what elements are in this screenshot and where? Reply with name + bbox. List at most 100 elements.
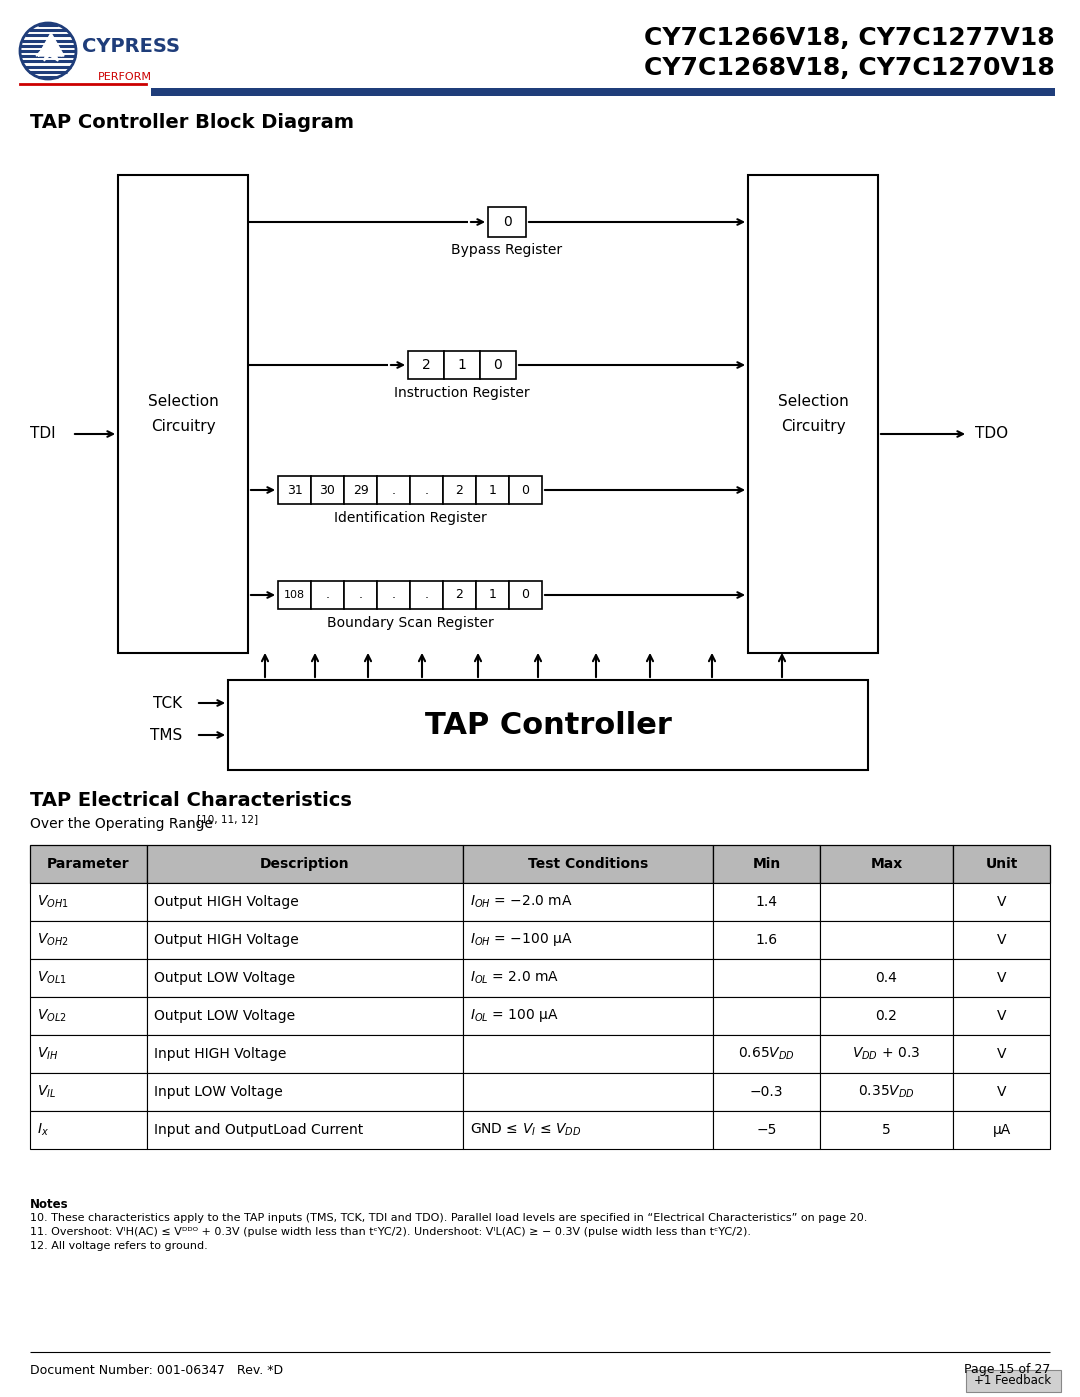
Bar — [147, 997, 463, 1035]
Bar — [463, 997, 713, 1035]
Bar — [820, 1073, 953, 1111]
Text: Identification Register: Identification Register — [334, 511, 486, 525]
Text: CY7C1266V18, CY7C1277V18: CY7C1266V18, CY7C1277V18 — [645, 27, 1055, 50]
Text: −0.3: −0.3 — [750, 1085, 783, 1099]
Bar — [820, 883, 953, 921]
Text: 29: 29 — [353, 483, 368, 496]
Text: Selection: Selection — [148, 394, 218, 409]
Bar — [953, 1035, 1050, 1073]
Text: V: V — [997, 933, 1007, 947]
Bar — [311, 581, 345, 609]
Bar — [509, 476, 542, 504]
Bar — [147, 921, 463, 958]
Text: 10. These characteristics apply to the TAP inputs (TMS, TCK, TDI and TDO). Paral: 10. These characteristics apply to the T… — [30, 1213, 867, 1222]
Text: TAP Controller Block Diagram: TAP Controller Block Diagram — [30, 113, 354, 131]
Text: Input LOW Voltage: Input LOW Voltage — [154, 1085, 283, 1099]
Text: Parameter: Parameter — [48, 856, 130, 870]
Text: 0: 0 — [502, 215, 511, 229]
Bar — [345, 581, 377, 609]
Bar — [713, 1035, 820, 1073]
Bar — [713, 958, 820, 997]
Text: Description: Description — [260, 856, 350, 870]
Text: 5: 5 — [882, 1123, 891, 1137]
Bar — [463, 883, 713, 921]
Text: $I_{OH}$ = −2.0 mA: $I_{OH}$ = −2.0 mA — [470, 894, 572, 911]
Bar — [953, 1111, 1050, 1148]
Text: 0.4: 0.4 — [876, 971, 897, 985]
Bar — [147, 958, 463, 997]
Text: Selection: Selection — [778, 394, 849, 409]
Bar — [820, 1111, 953, 1148]
Bar — [147, 845, 463, 883]
Text: +1 Feedback: +1 Feedback — [974, 1375, 1052, 1387]
Text: $V_{OH1}$: $V_{OH1}$ — [37, 894, 69, 911]
Bar — [377, 476, 410, 504]
Text: [10, 11, 12]: [10, 11, 12] — [197, 814, 258, 824]
Text: TDO: TDO — [975, 426, 1008, 441]
Bar — [476, 581, 509, 609]
Text: 108: 108 — [284, 590, 305, 599]
Text: PERFORM: PERFORM — [98, 73, 152, 82]
Text: $V_{OL2}$: $V_{OL2}$ — [37, 1007, 67, 1024]
Text: TCK: TCK — [153, 696, 183, 711]
Text: Circuitry: Circuitry — [151, 419, 215, 433]
Text: Instruction Register: Instruction Register — [394, 386, 530, 400]
Text: Max: Max — [870, 856, 903, 870]
Bar — [748, 175, 878, 652]
Bar — [311, 476, 345, 504]
Text: 0.65$V_{DD}$: 0.65$V_{DD}$ — [738, 1046, 795, 1062]
Bar — [463, 1035, 713, 1073]
Text: $V_{OL1}$: $V_{OL1}$ — [37, 970, 67, 986]
Bar — [443, 581, 476, 609]
Bar — [443, 476, 476, 504]
Text: Unit: Unit — [985, 856, 1017, 870]
Text: Bypass Register: Bypass Register — [451, 243, 563, 257]
Text: 30: 30 — [320, 483, 336, 496]
Text: $V_{OH2}$: $V_{OH2}$ — [37, 932, 69, 949]
Bar — [151, 88, 1055, 96]
Text: Min: Min — [753, 856, 781, 870]
Text: Page 15 of 27: Page 15 of 27 — [963, 1363, 1050, 1376]
Text: V: V — [997, 1046, 1007, 1060]
Text: 0: 0 — [522, 483, 529, 496]
Bar — [953, 921, 1050, 958]
Bar — [30, 1035, 147, 1073]
Bar — [278, 476, 311, 504]
Bar — [953, 958, 1050, 997]
Text: .: . — [424, 483, 429, 496]
Bar — [820, 997, 953, 1035]
Text: CYPRESS: CYPRESS — [82, 36, 180, 56]
Bar — [953, 883, 1050, 921]
Bar — [30, 883, 147, 921]
Bar — [476, 476, 509, 504]
Bar — [408, 351, 444, 379]
Bar — [444, 351, 480, 379]
Bar — [463, 958, 713, 997]
Text: V: V — [997, 971, 1007, 985]
Bar — [509, 581, 542, 609]
Text: Document Number: 001-06347   Rev. *D: Document Number: 001-06347 Rev. *D — [30, 1363, 283, 1376]
Text: Over the Operating Range: Over the Operating Range — [30, 817, 213, 831]
Text: Output LOW Voltage: Output LOW Voltage — [154, 1009, 295, 1023]
Text: 2: 2 — [456, 483, 463, 496]
Bar — [953, 1073, 1050, 1111]
Bar — [820, 1035, 953, 1073]
Text: 1: 1 — [458, 358, 467, 372]
Text: Circuitry: Circuitry — [781, 419, 846, 433]
Text: −5: −5 — [756, 1123, 777, 1137]
Text: 0.35$V_{DD}$: 0.35$V_{DD}$ — [858, 1084, 915, 1101]
Text: .: . — [359, 588, 363, 602]
Bar — [30, 958, 147, 997]
Text: 1: 1 — [488, 588, 497, 602]
Bar — [30, 1111, 147, 1148]
Text: $V_{DD}$ + 0.3: $V_{DD}$ + 0.3 — [852, 1046, 920, 1062]
Bar — [278, 581, 311, 609]
Text: 1: 1 — [488, 483, 497, 496]
Bar — [463, 845, 713, 883]
Text: Output LOW Voltage: Output LOW Voltage — [154, 971, 295, 985]
Text: μA: μA — [993, 1123, 1011, 1137]
Text: 1.4: 1.4 — [756, 895, 778, 909]
Text: Output HIGH Voltage: Output HIGH Voltage — [154, 933, 299, 947]
Text: $I_x$: $I_x$ — [37, 1122, 49, 1139]
Text: 0: 0 — [522, 588, 529, 602]
